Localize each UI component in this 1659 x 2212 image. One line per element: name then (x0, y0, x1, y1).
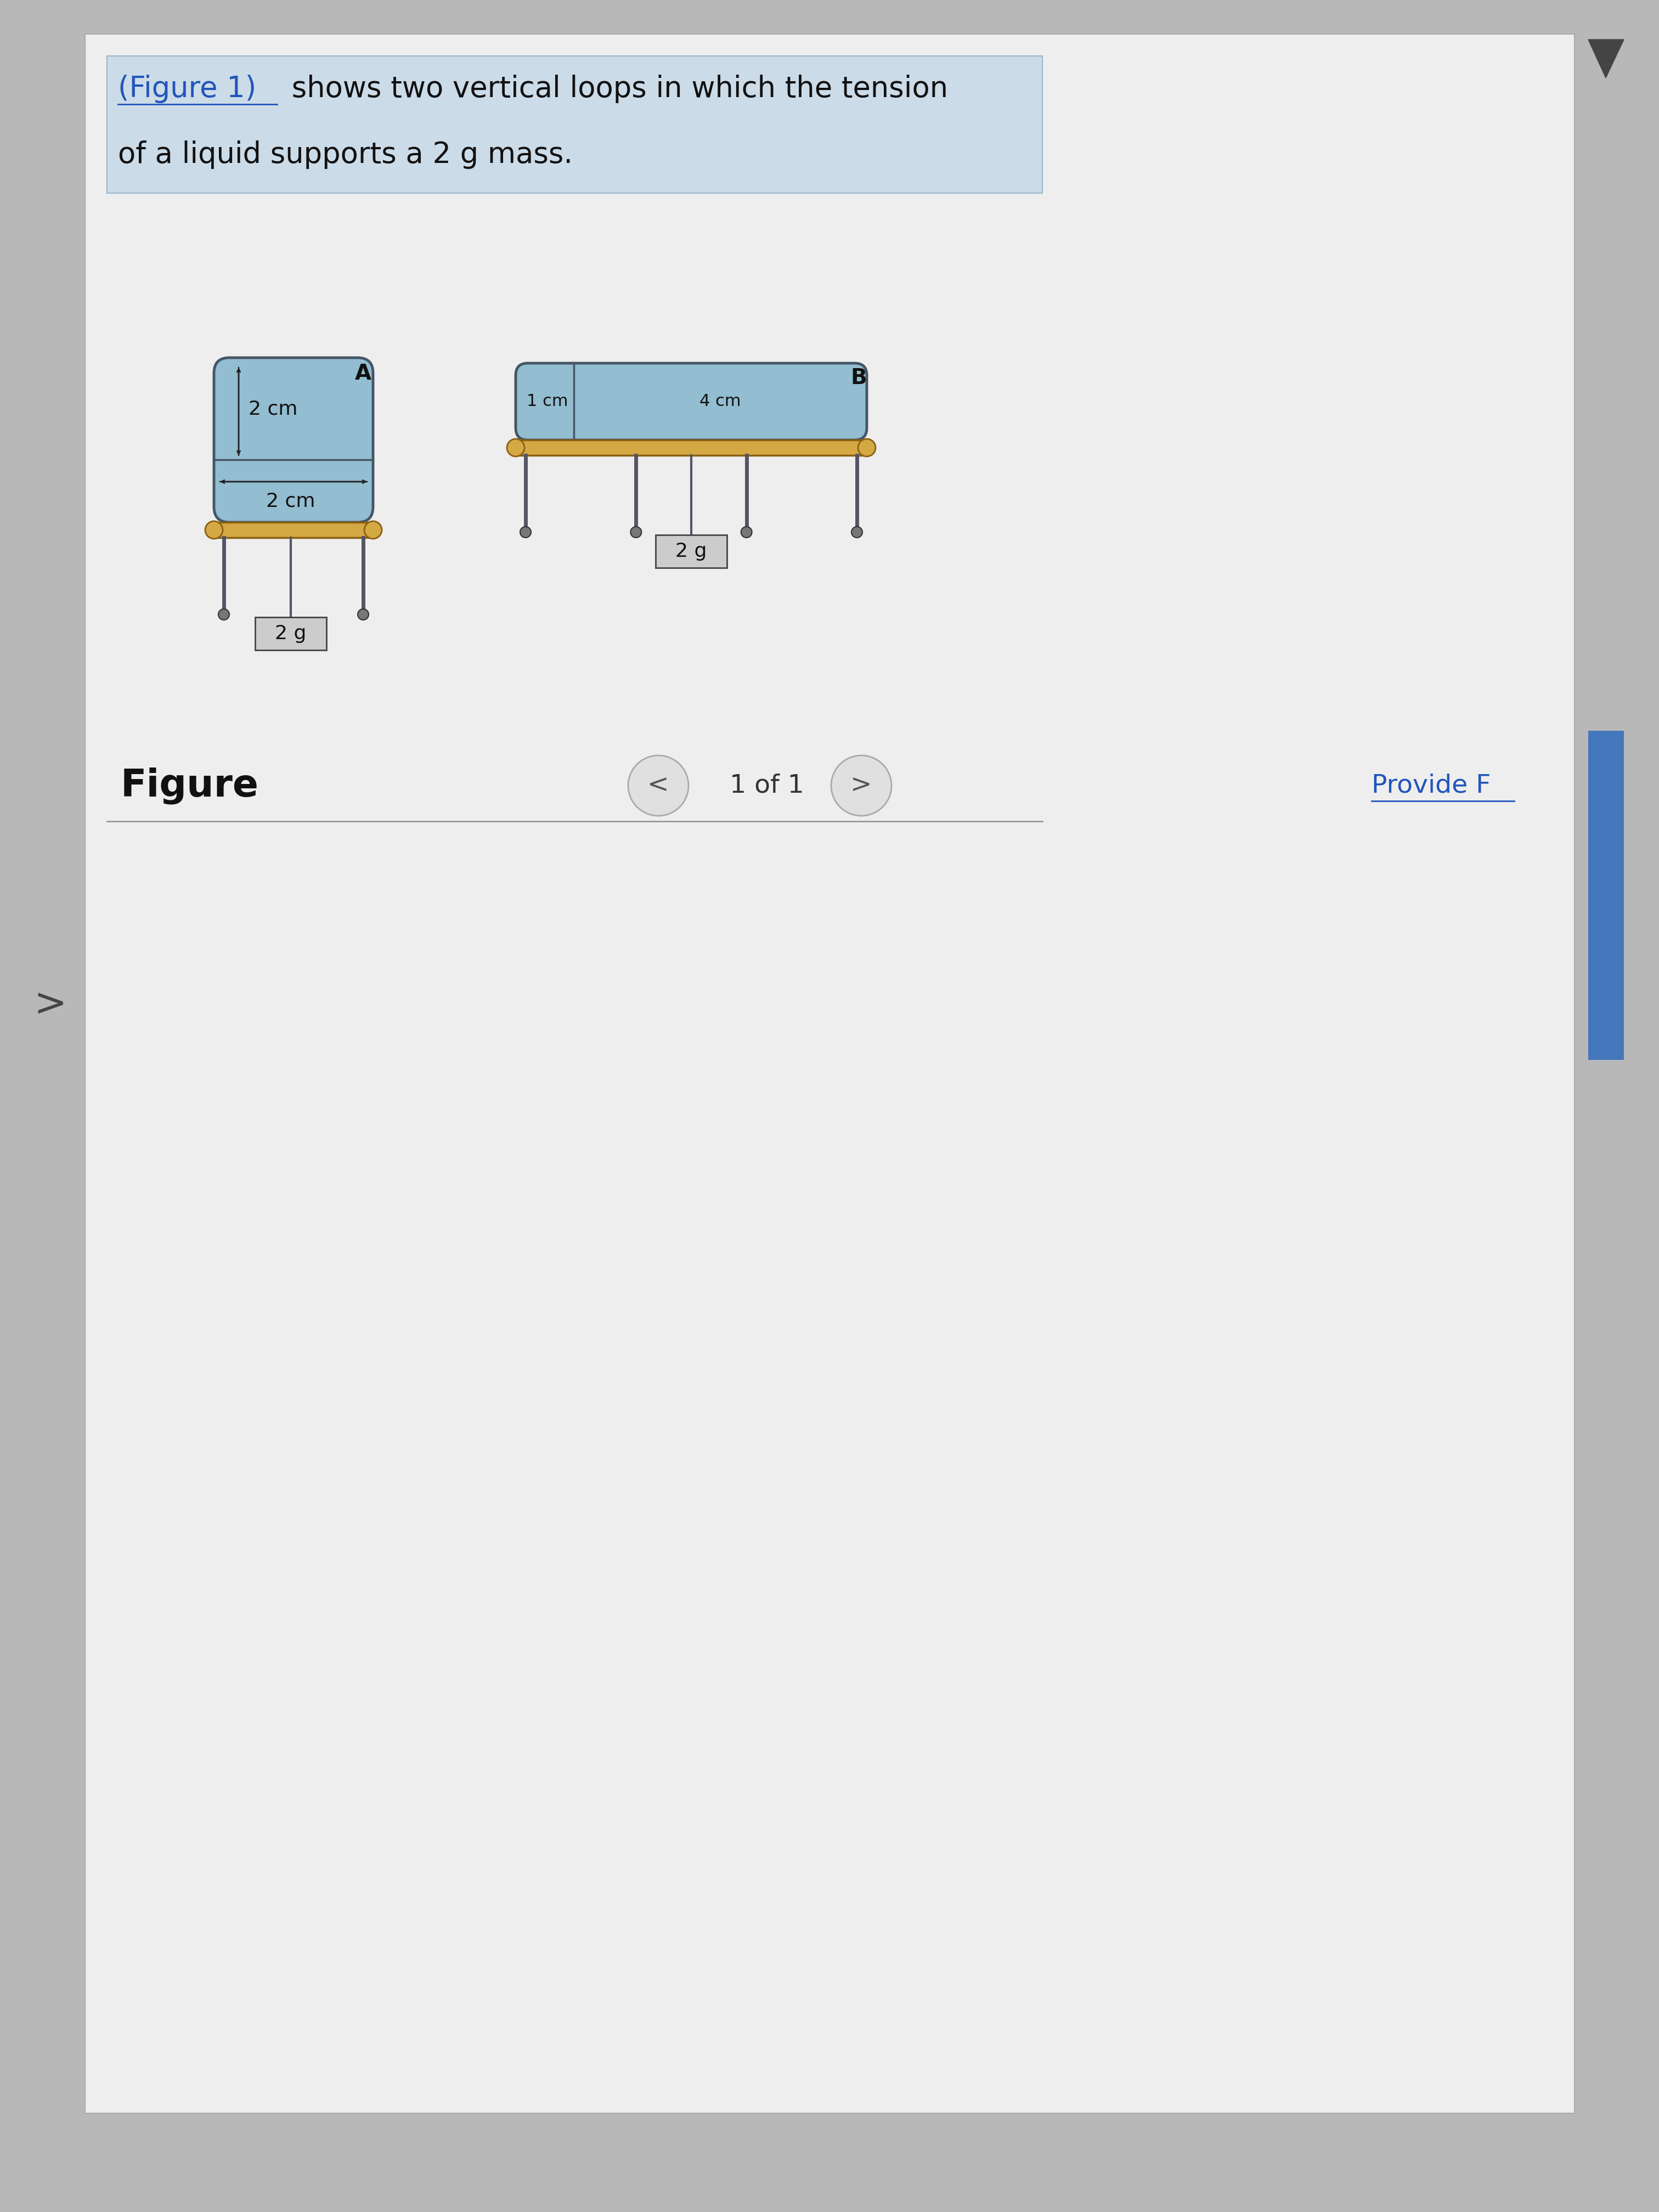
Bar (255, 617, 327, 650)
Text: 2 cm: 2 cm (265, 491, 315, 511)
Circle shape (219, 608, 229, 619)
Circle shape (630, 526, 642, 538)
Circle shape (851, 526, 863, 538)
Bar (106, 55, 1042, 192)
Circle shape (508, 438, 524, 456)
Circle shape (365, 522, 382, 540)
Circle shape (519, 526, 531, 538)
FancyBboxPatch shape (516, 363, 866, 440)
Circle shape (206, 522, 222, 540)
Text: 2 g: 2 g (675, 542, 707, 560)
Bar (85, 33, 1574, 2112)
Text: B: B (851, 367, 866, 389)
FancyBboxPatch shape (214, 358, 373, 522)
Text: Provide F: Provide F (1372, 774, 1491, 799)
Bar (655, 535, 727, 568)
Circle shape (629, 757, 688, 816)
Text: <: < (647, 774, 669, 799)
Text: of a liquid supports a 2 g mass.: of a liquid supports a 2 g mass. (118, 139, 572, 168)
Text: 4 cm: 4 cm (700, 394, 742, 409)
Text: shows two vertical loops in which the tension: shows two vertical loops in which the te… (282, 75, 947, 104)
Text: 2 cm: 2 cm (249, 400, 297, 418)
Bar (1588, 730, 1624, 1060)
Text: (Figure 1): (Figure 1) (118, 75, 257, 104)
Bar (516, 440, 866, 456)
Text: 1 of 1: 1 of 1 (730, 774, 805, 799)
Text: 1 cm: 1 cm (526, 394, 567, 409)
Text: >: > (33, 987, 66, 1024)
Text: Figure: Figure (121, 768, 259, 805)
Circle shape (831, 757, 891, 816)
Text: 2 g: 2 g (275, 624, 307, 644)
Polygon shape (1588, 40, 1624, 77)
Text: A: A (355, 363, 372, 385)
Circle shape (742, 526, 752, 538)
Bar (214, 522, 373, 538)
Text: >: > (851, 774, 873, 799)
Circle shape (858, 438, 876, 456)
Circle shape (358, 608, 368, 619)
